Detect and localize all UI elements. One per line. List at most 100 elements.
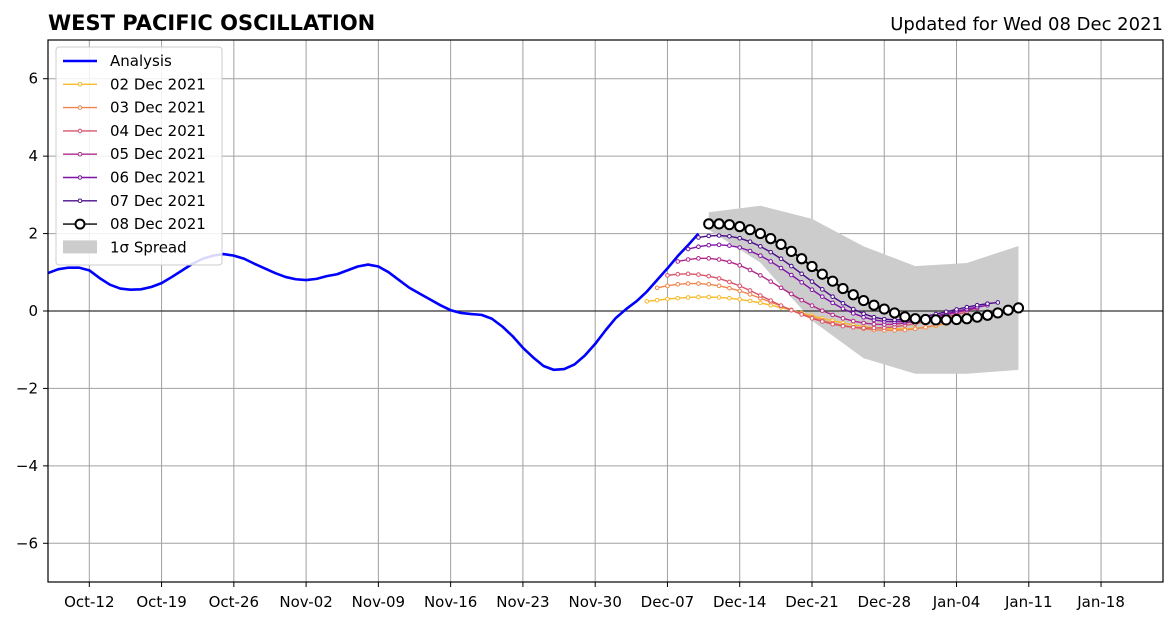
forecast-point (850, 306, 856, 312)
forecast-point (734, 221, 746, 233)
legend-swatch-marker (77, 82, 83, 87)
forecast-point (850, 324, 856, 330)
forecast-point (881, 316, 887, 322)
forecast-point (775, 238, 787, 251)
forecast-point (675, 295, 681, 301)
y-tick-label: 6 (28, 70, 38, 88)
forecast-point (840, 300, 846, 306)
x-tick-label: Nov-16 (424, 593, 477, 611)
forecast-point (696, 281, 701, 286)
forecast-point (758, 244, 763, 249)
legend-label: 02 Dec 2021 (110, 75, 206, 93)
x-tick-label: Dec-07 (641, 593, 695, 611)
forecast-point (737, 263, 743, 268)
forecast-point (723, 219, 735, 231)
legend-box (55, 46, 223, 266)
forecast-point (861, 320, 866, 326)
forecast-point (685, 271, 691, 277)
forecast-point (799, 297, 804, 303)
forecast-point (716, 233, 722, 238)
forecast-point (1012, 302, 1025, 314)
forecast-point (644, 299, 650, 304)
forecast-point (727, 243, 732, 248)
x-tick-label: Jan-18 (1076, 593, 1125, 611)
legend-swatch-marker (77, 151, 83, 157)
forecast-point (768, 249, 773, 255)
forecast-point (992, 307, 1004, 319)
forecast-point (995, 300, 1001, 305)
legend-label: 08 Dec 2021 (110, 215, 206, 233)
forecast-point (706, 233, 712, 239)
forecast-point (940, 314, 952, 326)
legend-swatch-marker (77, 198, 83, 204)
forecast-point (868, 299, 880, 311)
forecast-point (665, 273, 670, 278)
forecast-point (696, 244, 701, 250)
legend-swatch-marker (74, 218, 86, 230)
forecast-point (861, 325, 866, 331)
forecast-point (706, 281, 712, 287)
legend: Analysis 02 Dec 2021 03 Dec 2021 04 Dec 202… (55, 46, 223, 266)
x-tick-label: Dec-14 (713, 593, 767, 611)
forecast-point (799, 312, 804, 317)
forecast-point (816, 268, 828, 280)
forecast-point (716, 242, 722, 248)
forecast-point (685, 281, 691, 286)
forecast-point (820, 287, 825, 292)
x-tick-label: Nov-02 (279, 593, 332, 611)
forecast-point (685, 257, 691, 262)
legend-label: 1σ Spread (110, 238, 187, 256)
forecast-point (806, 260, 818, 273)
x-tick-label: Jan-04 (932, 593, 981, 611)
forecast-point (809, 316, 815, 321)
forecast-point (778, 285, 784, 291)
forecast-point (754, 227, 766, 240)
forecast-point (716, 276, 722, 281)
forecast-point (758, 253, 763, 258)
forecast-point (758, 293, 763, 298)
forecast-point (789, 263, 794, 269)
forecast-point (789, 307, 794, 313)
forecast-point (981, 309, 994, 321)
forecast-point (809, 287, 815, 293)
forecast-point (778, 265, 784, 271)
forecast-point (706, 294, 712, 300)
forecast-point (923, 324, 928, 330)
forecast-point (878, 303, 890, 315)
forecast-point (727, 259, 732, 265)
legend-label: 04 Dec 2021 (110, 122, 206, 140)
forecast-point (716, 295, 722, 300)
forecast-point (713, 218, 725, 230)
legend-label: 06 Dec 2021 (110, 169, 206, 187)
forecast-point (654, 285, 660, 291)
forecast-point (961, 313, 973, 325)
forecast-point (727, 295, 732, 301)
forecast-point (974, 302, 980, 308)
forecast-point (830, 300, 835, 306)
forecast-point (675, 281, 681, 287)
forecast-point (830, 294, 835, 299)
forecast-point (744, 224, 756, 236)
forecast-point (809, 303, 815, 308)
forecast-point (696, 294, 701, 300)
y-tick-label: 2 (28, 225, 38, 243)
forecast-point (820, 308, 825, 313)
forecast-point (727, 233, 732, 239)
forecast-point (747, 239, 753, 245)
forecast-point (675, 271, 681, 277)
forecast-point (871, 321, 877, 327)
forecast-point (778, 256, 784, 262)
forecast-point (820, 319, 825, 324)
forecast-point (758, 300, 763, 306)
forecast-point (727, 285, 732, 291)
legend-swatch-marker (77, 128, 83, 134)
forecast-point (768, 259, 773, 264)
forecast-point (985, 301, 990, 306)
forecast-point (840, 323, 846, 329)
forecast-point (765, 233, 777, 245)
forecast-point (716, 283, 722, 289)
y-tick-label: −2 (16, 379, 38, 397)
x-tick-label: Dec-28 (857, 593, 911, 611)
chart-subtitle: Updated for Wed 08 Dec 2021 (890, 14, 1163, 35)
x-tick-label: Nov-30 (568, 593, 621, 611)
